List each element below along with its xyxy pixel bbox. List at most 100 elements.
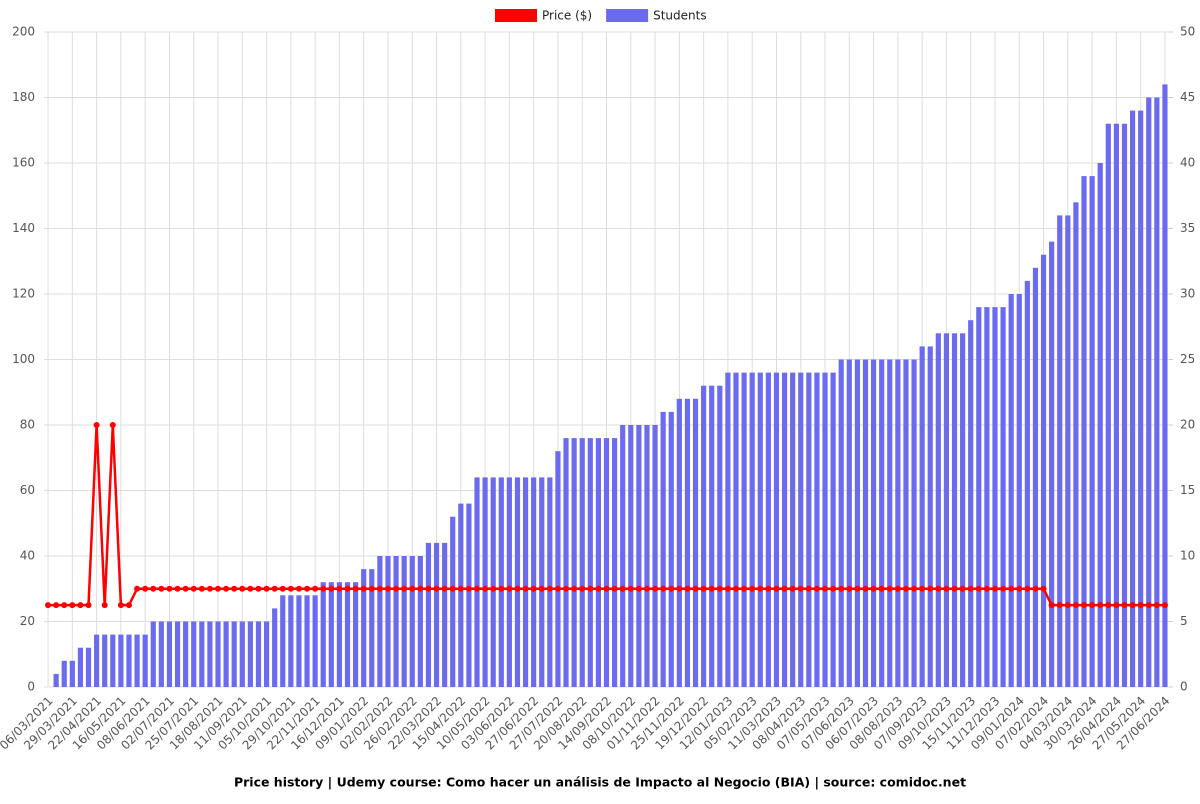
bar <box>1154 97 1160 687</box>
bar <box>1105 123 1111 687</box>
bar <box>1113 123 1119 687</box>
price-point <box>174 585 181 592</box>
price-point <box>732 585 739 592</box>
price-point <box>870 585 877 592</box>
bar <box>555 451 561 687</box>
price-point <box>1089 602 1096 609</box>
bar <box>992 307 998 687</box>
bar <box>563 438 569 687</box>
price-point <box>1113 602 1120 609</box>
price-point <box>223 585 230 592</box>
price-point <box>433 585 440 592</box>
price-point <box>142 585 149 592</box>
bar <box>814 372 820 687</box>
bar <box>320 582 326 687</box>
y-tick-label: 140 <box>12 221 35 235</box>
chart-title: Price history | Udemy course: Como hacer… <box>234 775 966 790</box>
bar <box>102 634 108 687</box>
y2-tick-label: 30 <box>1180 287 1195 301</box>
price-point <box>1048 602 1055 609</box>
price-point <box>757 585 764 592</box>
bar <box>846 359 852 687</box>
price-point <box>409 585 416 592</box>
bar <box>506 477 512 687</box>
price-point <box>198 585 205 592</box>
bar <box>377 556 383 687</box>
price-point <box>951 585 958 592</box>
price-point <box>684 585 691 592</box>
bar <box>199 621 205 687</box>
price-point <box>1040 585 1047 592</box>
price-point <box>911 585 918 592</box>
price-point <box>304 585 311 592</box>
bar <box>522 477 529 687</box>
price-point <box>506 585 513 592</box>
price-point <box>579 585 586 592</box>
bar <box>231 621 237 687</box>
bar <box>870 359 877 687</box>
bar <box>272 608 278 687</box>
bar <box>636 425 642 687</box>
bar <box>174 621 181 687</box>
legend-label: Students <box>653 9 707 23</box>
bar <box>442 542 448 687</box>
bar <box>571 438 577 687</box>
price-point <box>902 585 909 592</box>
price-point <box>125 602 132 609</box>
price-point <box>69 602 76 609</box>
price-point <box>514 585 521 592</box>
price-point <box>393 585 400 592</box>
bar <box>895 359 901 687</box>
price-point <box>716 585 723 592</box>
bar <box>830 372 836 687</box>
y-tick-label: 80 <box>20 418 35 432</box>
bar <box>1081 176 1087 687</box>
bar <box>126 634 132 687</box>
bar <box>765 372 771 687</box>
bar <box>660 411 666 687</box>
bar <box>328 582 334 687</box>
price-point <box>182 585 189 592</box>
price-point <box>692 585 699 592</box>
price-point <box>376 585 383 592</box>
price-point <box>344 585 351 592</box>
price-point <box>781 585 788 592</box>
bar <box>943 333 950 687</box>
price-point <box>554 585 561 592</box>
price-point <box>943 585 950 592</box>
price-point <box>441 585 448 592</box>
bar <box>1073 202 1079 688</box>
price-point <box>822 585 829 592</box>
bar <box>733 372 739 687</box>
price-point <box>886 585 893 592</box>
bar <box>595 438 601 687</box>
bar <box>223 621 229 687</box>
bar <box>903 359 909 687</box>
price-point <box>635 585 642 592</box>
price-point <box>805 585 812 592</box>
bar <box>709 385 715 687</box>
price-point <box>935 585 942 592</box>
bar <box>911 359 917 687</box>
bar <box>474 477 480 687</box>
price-point <box>643 585 650 592</box>
bar <box>935 333 941 687</box>
price-point <box>482 585 489 592</box>
price-point <box>320 585 327 592</box>
bar <box>1065 215 1071 687</box>
bar <box>749 372 755 687</box>
price-point <box>425 585 432 592</box>
bar <box>612 438 618 687</box>
y2-tick-label: 15 <box>1180 483 1195 497</box>
bar <box>490 477 496 687</box>
price-point <box>490 585 497 592</box>
bar <box>1146 97 1152 687</box>
bar <box>1121 123 1128 687</box>
bar <box>960 333 966 687</box>
price-point <box>1056 602 1063 609</box>
price-point <box>498 585 505 592</box>
price-point <box>813 585 820 592</box>
price-point <box>1081 602 1088 609</box>
price-point <box>862 585 869 592</box>
